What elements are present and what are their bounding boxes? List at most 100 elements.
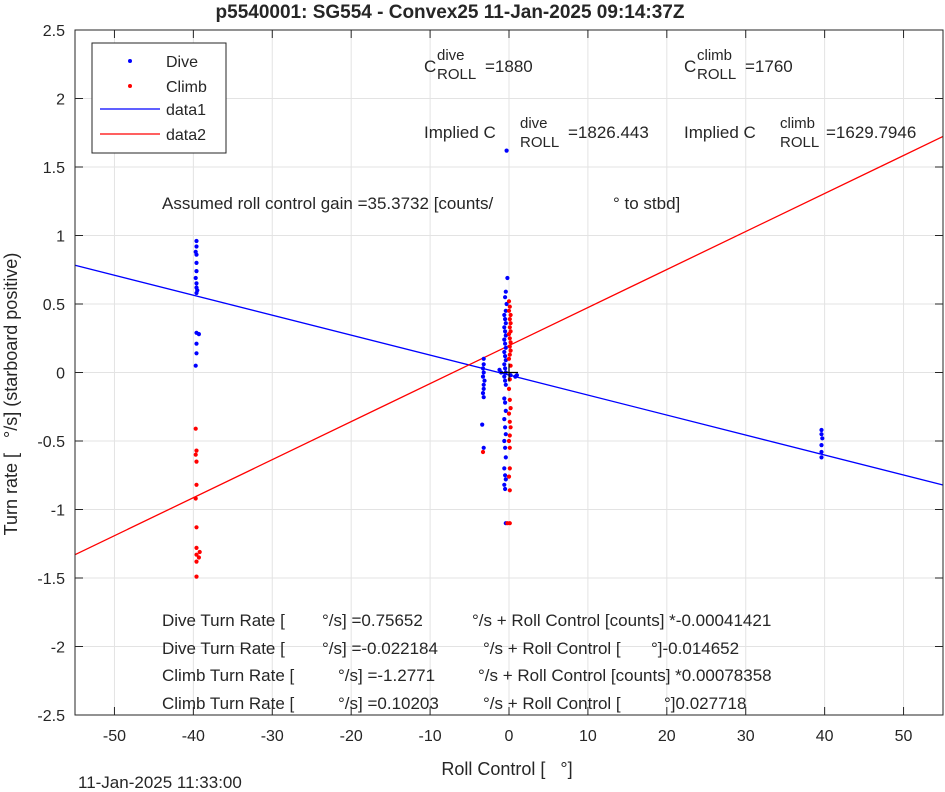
y-tick-label: 0 [56,366,65,383]
x-axis-ticks: -50 -40 -30 -20 -10 0 10 20 30 40 50 [103,30,913,745]
point-climb [507,317,512,322]
point-climb [507,336,512,341]
point-climb [507,352,512,357]
point-dive [819,449,824,455]
y-tick-label: -2.5 [37,708,65,725]
point-dive [502,312,507,318]
point-dive [503,445,508,450]
point-dive [194,269,199,274]
point-dive [820,436,825,441]
equation-line-1: Dive Turn Rate [ °/s] =0.75652 °/s + Rol… [162,611,771,630]
equation-2-part-a: Dive Turn Rate [ [162,639,285,658]
point-dive [480,422,485,427]
origin-marker [500,363,518,382]
point-dive [503,425,508,430]
y-tick-label: 1.5 [43,160,65,177]
point-dive [503,358,508,363]
point-climb [194,482,199,487]
point-dive [481,445,486,450]
point-dive [503,329,508,334]
x-tick-label: -50 [103,728,126,745]
point-climb [194,525,199,530]
equation-1-part-b: °/s] =0.75652 [322,611,423,630]
equation-line-3: Climb Turn Rate [ °/s] =-1.2771 °/s + Ro… [162,666,772,685]
point-dive [503,295,508,300]
c-roll-climb-sup: climb [697,47,732,64]
point-dive [819,443,824,448]
point-dive [502,374,507,379]
legend-label-data2: data2 [166,127,206,144]
point-dive [194,244,199,249]
legend-marker-dive [128,59,132,63]
point-dive [196,332,201,337]
point-climb [506,474,512,479]
point-dive [505,275,510,281]
point-dive [194,252,199,257]
point-dive [503,432,508,437]
point-climb [506,332,512,337]
point-climb [507,445,512,450]
legend: Dive Climb data1 data2 [91,42,227,154]
equation-4-part-b: °/s] =0.10203 [338,694,439,713]
point-dive [503,455,508,460]
implied-dive-prefix: Implied C [424,123,496,142]
point-dive [503,378,508,383]
point-dive [503,366,508,371]
point-climb [506,411,512,416]
point-climb [194,545,199,551]
point-dive [503,408,508,413]
y-tick-label: 0.5 [43,297,65,314]
point-climb [507,521,512,526]
point-climb [193,426,198,431]
y-tick-label: 2.5 [43,23,65,40]
y-tick-label: 2 [56,92,65,109]
point-dive [502,417,507,422]
point-dive [503,354,508,359]
point-dive [194,238,199,244]
x-tick-label: 0 [505,728,514,745]
point-dive [502,482,507,487]
equation-1-part-a: Dive Turn Rate [ [162,611,285,630]
c-roll-climb-prefix: C [684,57,696,76]
equation-line-2: Dive Turn Rate [ °/s] =-0.022184 °/s + R… [162,639,739,658]
point-dive [504,301,509,307]
equation-3-part-c: °/s + Roll Control [counts] *0.00078358 [478,666,772,685]
point-climb [507,325,512,330]
point-dive [497,367,502,372]
equation-4-part-d: °]0.027718 [664,694,746,713]
point-dive [819,432,824,437]
point-climb [508,425,513,430]
point-dive [502,466,507,471]
point-climb [507,419,512,424]
x-tick-label: -20 [340,728,363,745]
implied-climb-sup: climb [780,115,815,132]
implied-climb-annotation: Implied C climb ROLL =1629.7946 [684,115,916,151]
c-roll-dive-annotation: C dive ROLL =1880 [424,47,533,83]
equation-1-part-c: °/s + Roll Control [counts] *-0.00041421 [472,611,771,630]
point-dive [193,275,198,281]
point-climb [506,299,512,304]
implied-dive-annotation: Implied C dive ROLL =1826.443 [424,115,649,151]
point-dive [502,396,507,401]
point-dive [503,345,508,350]
point-climb [507,344,512,349]
point-climb [508,406,513,411]
point-dive [480,374,486,379]
point-climb [194,552,199,557]
point-climb [194,448,199,453]
point-climb [506,438,512,444]
y-axis-ticks: -2.5 -2 -1.5 -1 -0.5 0 0.5 1 1.5 2 2.5 [37,23,943,725]
point-dive [481,386,486,391]
point-dive [503,341,508,346]
x-tick-label: -40 [182,728,205,745]
legend-box [91,42,227,154]
gain-annotation: Assumed roll control gain =35.3732 [coun… [162,194,494,213]
legend-label-dive: Dive [166,54,198,71]
point-dive [481,362,486,367]
data-points [193,148,825,579]
point-dive [481,382,486,387]
point-dive [503,333,508,338]
point-dive [503,486,508,492]
point-climb [480,449,486,455]
